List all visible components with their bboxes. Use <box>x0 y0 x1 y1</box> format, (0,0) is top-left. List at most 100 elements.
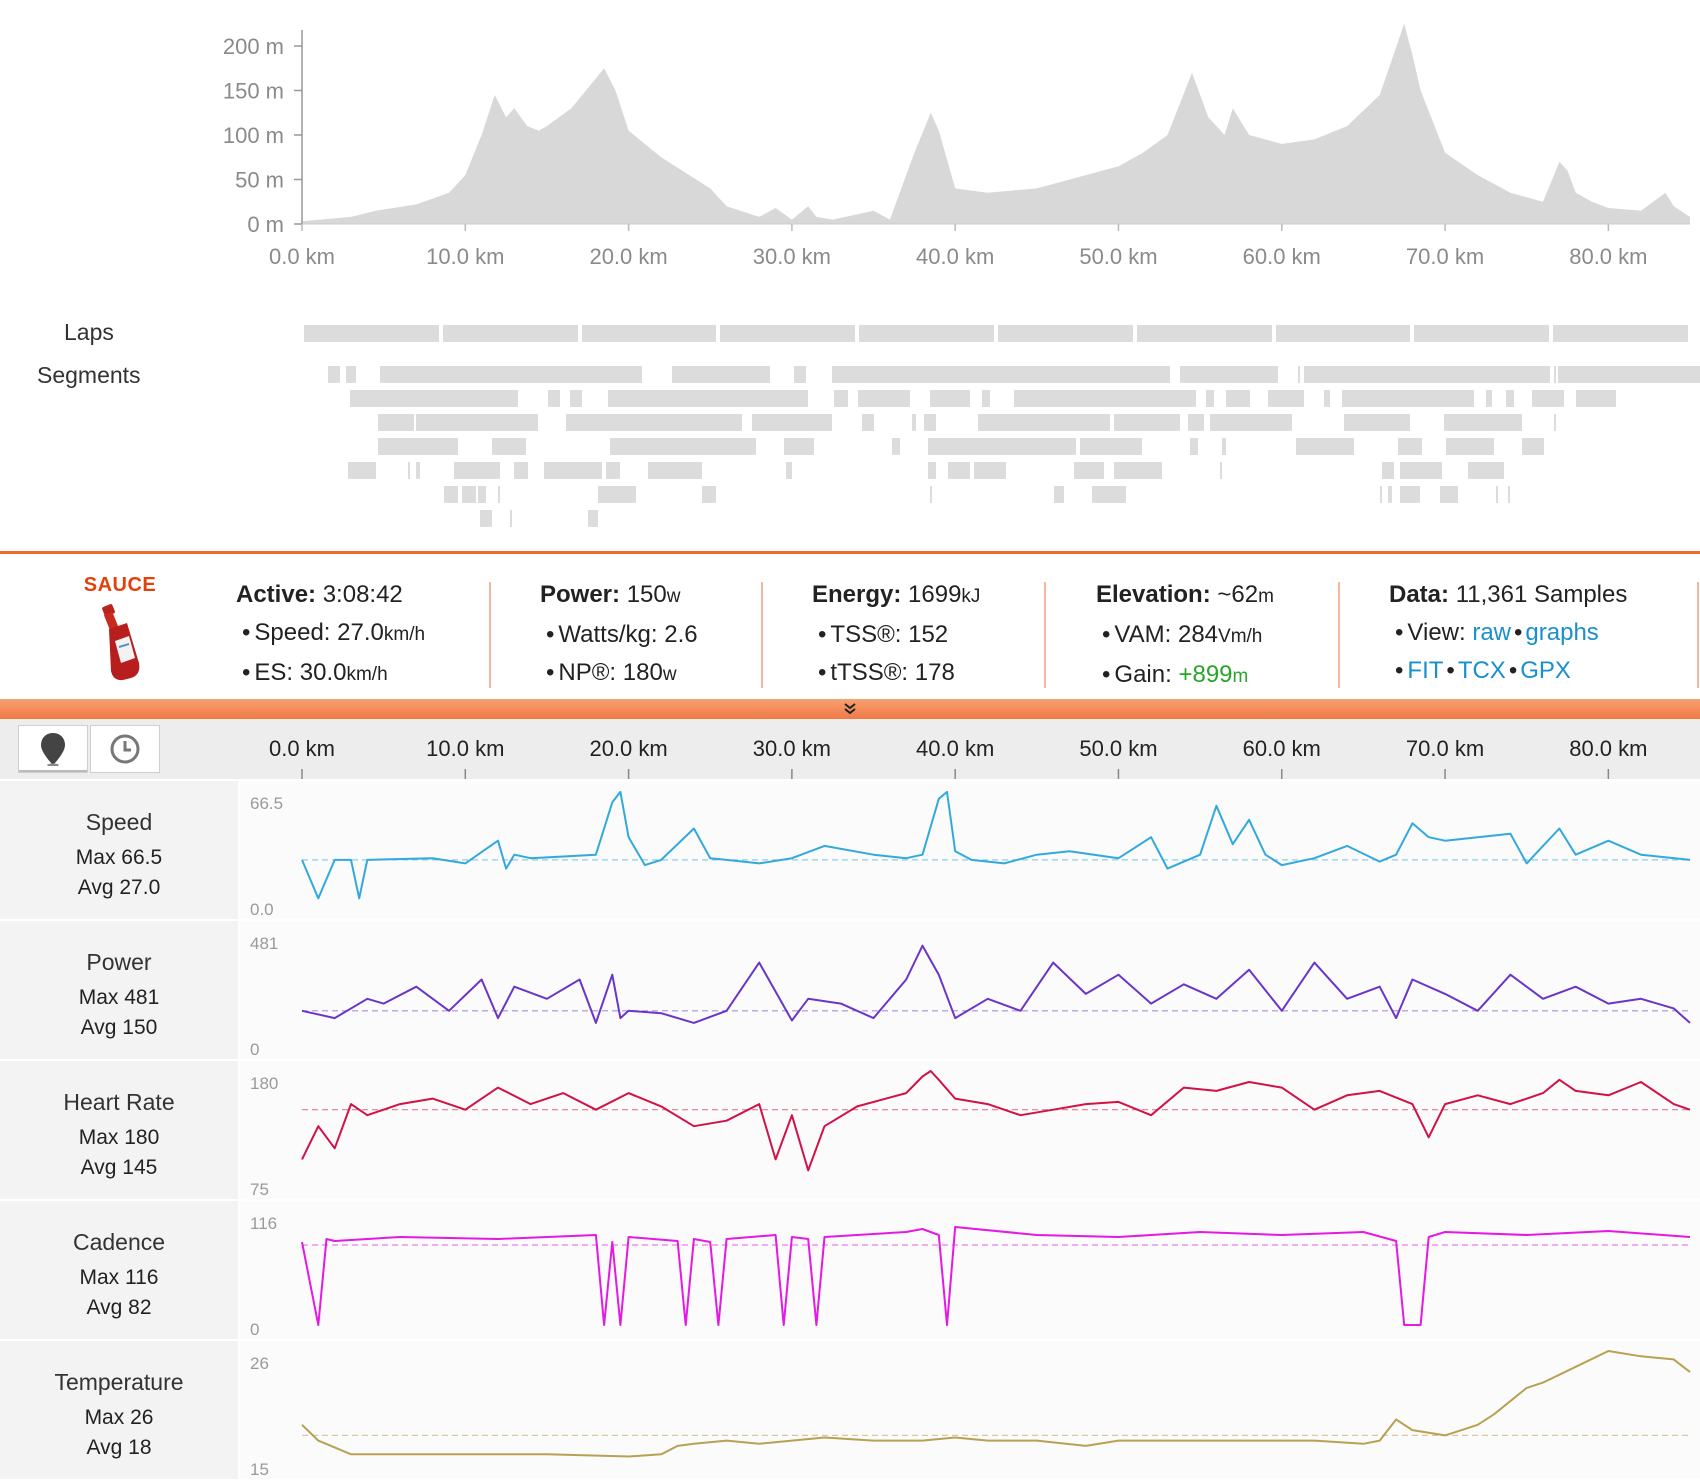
segment-bar[interactable] <box>1380 486 1382 503</box>
segment-bar[interactable] <box>924 414 936 431</box>
segment-bar[interactable] <box>1508 486 1510 503</box>
segment-bar[interactable] <box>1440 486 1458 503</box>
segment-bar[interactable] <box>948 462 970 479</box>
segment-bar[interactable] <box>1054 486 1064 503</box>
segment-bar[interactable] <box>974 462 1006 479</box>
segment-bar[interactable] <box>978 414 1110 431</box>
segment-bar[interactable] <box>1074 462 1104 479</box>
segment-bar[interactable] <box>416 414 538 431</box>
lap-bar[interactable] <box>1136 325 1272 342</box>
segment-bar[interactable] <box>1222 438 1226 455</box>
segment-bar[interactable] <box>702 486 716 503</box>
segment-bar[interactable] <box>928 438 1076 455</box>
segment-bar[interactable] <box>1400 486 1420 503</box>
segment-bar[interactable] <box>862 414 874 431</box>
segment-bar[interactable] <box>858 390 910 407</box>
segment-bar[interactable] <box>510 510 512 527</box>
segment-bar[interactable] <box>1446 438 1494 455</box>
segment-bar[interactable] <box>1554 366 1556 383</box>
segment-bar[interactable] <box>444 486 458 503</box>
segment-bar[interactable] <box>1188 414 1204 431</box>
segment-bar[interactable] <box>492 438 526 455</box>
segment-bar[interactable] <box>1532 390 1564 407</box>
segment-bar[interactable] <box>378 438 458 455</box>
stream-plot[interactable]: 180 75 <box>240 1061 1700 1199</box>
segment-bar[interactable] <box>544 462 602 479</box>
segment-bar[interactable] <box>462 486 476 503</box>
segment-bar[interactable] <box>1180 366 1278 383</box>
stream-plot[interactable]: 481 0 <box>240 921 1700 1059</box>
segment-bar[interactable] <box>1444 414 1522 431</box>
segment-bar[interactable] <box>1344 414 1410 431</box>
lap-bar[interactable] <box>1553 325 1688 342</box>
segment-bar[interactable] <box>1576 390 1616 407</box>
segment-bar[interactable] <box>1268 390 1304 407</box>
segment-bar[interactable] <box>566 414 742 431</box>
segment-bar[interactable] <box>786 462 792 479</box>
segment-bar[interactable] <box>1296 438 1354 455</box>
segment-bar[interactable] <box>1468 462 1504 479</box>
segment-bar[interactable] <box>348 462 376 479</box>
segment-bar[interactable] <box>514 462 528 479</box>
segment-bar[interactable] <box>1496 486 1498 503</box>
lap-bar[interactable] <box>304 325 439 342</box>
segment-bar[interactable] <box>672 366 770 383</box>
segment-bar[interactable] <box>1486 390 1492 407</box>
lap-bar[interactable] <box>859 325 994 342</box>
segment-bar[interactable] <box>480 510 492 527</box>
fit-link[interactable]: FIT <box>1407 657 1444 684</box>
segment-bar[interactable] <box>1014 390 1196 407</box>
segment-bar[interactable] <box>1206 390 1214 407</box>
segment-bar[interactable] <box>1398 438 1422 455</box>
segment-bar[interactable] <box>570 390 582 407</box>
segment-bar[interactable] <box>498 486 500 503</box>
graphs-link[interactable]: graphs <box>1525 619 1599 646</box>
segment-bar[interactable] <box>608 390 808 407</box>
gpx-link[interactable]: GPX <box>1520 657 1571 684</box>
lap-bar[interactable] <box>1414 325 1550 342</box>
stream-plot[interactable]: 116 0 <box>240 1201 1700 1339</box>
segment-bar[interactable] <box>1382 462 1394 479</box>
distance-mode-button[interactable] <box>18 725 88 773</box>
segment-bar[interactable] <box>1114 414 1180 431</box>
segment-bar[interactable] <box>380 366 642 383</box>
segment-bar[interactable] <box>1220 462 1222 479</box>
lap-bar[interactable] <box>1275 325 1411 342</box>
segment-bar[interactable] <box>1324 390 1330 407</box>
lap-bar[interactable] <box>581 325 717 342</box>
segment-bar[interactable] <box>350 390 518 407</box>
segment-bar[interactable] <box>930 390 970 407</box>
segment-bar[interactable] <box>1210 414 1292 431</box>
segment-bar[interactable] <box>328 366 340 383</box>
segment-bar[interactable] <box>1400 462 1442 479</box>
segment-bar[interactable] <box>930 486 932 503</box>
segment-bar[interactable] <box>1342 390 1474 407</box>
segment-bar[interactable] <box>1092 486 1126 503</box>
double-chevron-down-icon[interactable] <box>843 702 857 716</box>
stream-plot[interactable]: 66.5 0.0 <box>240 781 1700 919</box>
lap-bar[interactable] <box>442 325 578 342</box>
segment-bar[interactable] <box>794 366 806 383</box>
segment-bar[interactable] <box>454 462 500 479</box>
segment-bar[interactable] <box>982 390 990 407</box>
segment-bar[interactable] <box>912 414 916 431</box>
segment-bar[interactable] <box>1114 462 1162 479</box>
segment-bar[interactable] <box>1298 366 1300 383</box>
collapse-bar[interactable] <box>0 699 1700 719</box>
segment-bar[interactable] <box>1558 366 1700 383</box>
segment-bar[interactable] <box>1522 438 1544 455</box>
segment-bar[interactable] <box>928 462 936 479</box>
segment-bar[interactable] <box>834 390 848 407</box>
lap-bar[interactable] <box>998 325 1133 342</box>
segment-bar[interactable] <box>1506 390 1514 407</box>
segment-bar[interactable] <box>346 366 356 383</box>
segment-bar[interactable] <box>1080 438 1142 455</box>
time-mode-button[interactable] <box>90 725 160 773</box>
segment-bar[interactable] <box>610 438 756 455</box>
segment-bar[interactable] <box>832 366 1170 383</box>
raw-link[interactable]: raw <box>1472 619 1512 646</box>
segment-bar[interactable] <box>606 462 620 479</box>
segment-bar[interactable] <box>588 510 598 527</box>
segment-bar[interactable] <box>892 438 900 455</box>
segment-bar[interactable] <box>378 414 414 431</box>
